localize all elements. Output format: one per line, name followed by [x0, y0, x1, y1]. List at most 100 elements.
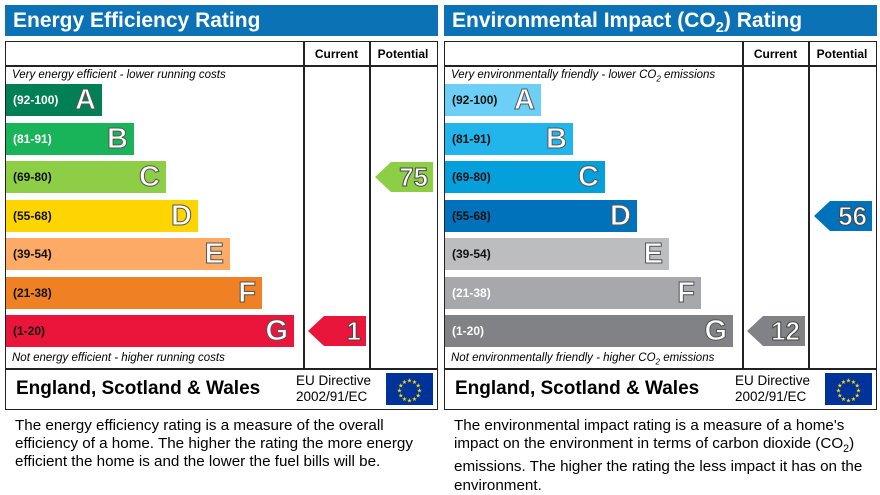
potential-rating-value: 75 [399, 162, 429, 193]
bottom-note: Not environmentally friendly - higher CO… [451, 352, 715, 367]
top-note: Very environmentally friendly - lower CO… [451, 69, 716, 84]
description: The energy efficiency rating is a measur… [15, 417, 413, 471]
band-bar-a: (92-100) A [6, 84, 102, 117]
svg-text:★: ★ [851, 396, 856, 403]
band-range: (81-91) [452, 132, 491, 146]
column-divider [808, 42, 810, 369]
rating-table: Current Potential Very environmentally fri… [444, 41, 877, 410]
current-rating-value: 1 [346, 316, 362, 347]
current-rating-arrow: 12 [747, 316, 805, 347]
region-label: England, Scotland & Wales [16, 378, 261, 399]
svg-text:★: ★ [398, 393, 403, 400]
top-note: Very energy efficient - lower running co… [12, 69, 226, 81]
band-bar-c: (69-80) C [6, 161, 166, 194]
svg-text:★: ★ [854, 393, 859, 400]
band-range: (21-38) [13, 286, 52, 300]
svg-text:★: ★ [407, 378, 412, 385]
svg-text:★: ★ [417, 388, 422, 395]
svg-text:★: ★ [837, 383, 842, 390]
band-bar-f: (21-38) F [445, 277, 701, 310]
footer-divider [6, 368, 437, 370]
band-letter: B [107, 123, 129, 156]
column-divider [742, 42, 744, 369]
svg-text:★: ★ [415, 393, 420, 400]
band-letter: F [238, 277, 257, 310]
column-header-current: Current [314, 47, 359, 61]
band-range: (39-54) [13, 247, 52, 261]
band-range: (1-20) [13, 324, 46, 338]
band-range: (69-80) [13, 170, 52, 184]
band-bar-d: (55-68) D [445, 200, 637, 233]
band-letter: E [643, 238, 663, 271]
current-rating-arrow: 1 [308, 316, 366, 347]
svg-text:★: ★ [851, 379, 856, 386]
band-bar-a: (92-100) A [445, 84, 541, 117]
header-divider [445, 65, 876, 67]
eu-flag-icon: ★ ★ ★ ★ ★ ★ ★ ★ ★ ★ ★ ★ [825, 373, 872, 405]
directive-line: EU Directive [296, 373, 372, 388]
band-letter: C [139, 161, 161, 194]
svg-text:★: ★ [398, 383, 403, 390]
chart-title: Energy Efficiency Rating [5, 5, 438, 36]
band-range: (55-68) [13, 209, 52, 223]
band-bar-e: (39-54) E [445, 238, 669, 271]
energy-efficiency-panel: Energy Efficiency Rating Current Potential… [5, 0, 438, 493]
band-letter: G [704, 315, 728, 348]
band-letter: B [546, 123, 568, 156]
svg-text:★: ★ [841, 396, 846, 403]
svg-text:★: ★ [856, 388, 861, 395]
svg-text:★: ★ [412, 379, 417, 386]
bottom-note: Not energy efficient - higher running co… [12, 352, 225, 364]
band-letter: F [677, 277, 696, 310]
band-bar-c: (69-80) C [445, 161, 605, 194]
band-bar-g: (1-20) G [6, 315, 294, 348]
band-letter: G [265, 315, 289, 348]
svg-text:★: ★ [837, 393, 842, 400]
svg-text:★: ★ [412, 396, 417, 403]
column-divider [303, 42, 305, 369]
environmental-impact-panel: Environmental Impact (CO2) Rating Current… [444, 0, 877, 494]
eu-flag-icon: ★ ★ ★ ★ ★ ★ ★ ★ ★ ★ ★ ★ [386, 373, 433, 405]
column-header-potential: Potential [816, 47, 868, 61]
band-range: (69-80) [452, 170, 491, 184]
column-header-potential: Potential [377, 47, 429, 61]
band-range: (55-68) [452, 209, 491, 223]
band-range: (81-91) [13, 132, 52, 146]
band-range: (39-54) [452, 247, 491, 261]
band-bar-b: (81-91) B [445, 123, 573, 156]
description: The environmental impact rating is a mea… [454, 417, 863, 494]
chart-title: Environmental Impact (CO2) Rating [444, 5, 877, 36]
region-label: England, Scotland & Wales [455, 378, 700, 399]
potential-rating-arrow: 56 [814, 201, 872, 232]
band-letter: E [204, 238, 224, 271]
directive-code: 2002/91/EC [296, 389, 368, 404]
band-range: (92-100) [452, 93, 498, 107]
current-rating-value: 12 [771, 316, 801, 347]
potential-rating-arrow: 75 [375, 162, 433, 193]
svg-text:★: ★ [846, 378, 851, 385]
rating-table: Current Potential Very energy efficient - … [5, 41, 438, 410]
band-range: (21-38) [452, 286, 491, 300]
band-letter: A [514, 84, 536, 117]
band-letter: A [75, 84, 97, 117]
directive-code: 2002/91/EC [735, 389, 807, 404]
band-bar-f: (21-38) F [6, 277, 262, 310]
band-letter: C [578, 161, 600, 194]
band-letter: D [171, 200, 193, 233]
band-bar-g: (1-20) G [445, 315, 733, 348]
band-letter: D [610, 200, 632, 233]
svg-text:★: ★ [841, 379, 846, 386]
band-range: (1-20) [452, 324, 485, 338]
band-range: (92-100) [13, 93, 59, 107]
directive-line: EU Directive [735, 373, 811, 388]
svg-text:★: ★ [415, 383, 420, 390]
svg-text:★: ★ [402, 379, 407, 386]
svg-text:★: ★ [407, 398, 412, 405]
svg-text:★: ★ [402, 396, 407, 403]
header-divider [6, 65, 437, 67]
svg-text:★: ★ [846, 398, 851, 405]
band-bar-e: (39-54) E [6, 238, 230, 271]
band-bar-d: (55-68) D [6, 200, 198, 233]
svg-text:★: ★ [854, 383, 859, 390]
eu-directive: EU Directive 2002/91/EC [735, 373, 810, 405]
